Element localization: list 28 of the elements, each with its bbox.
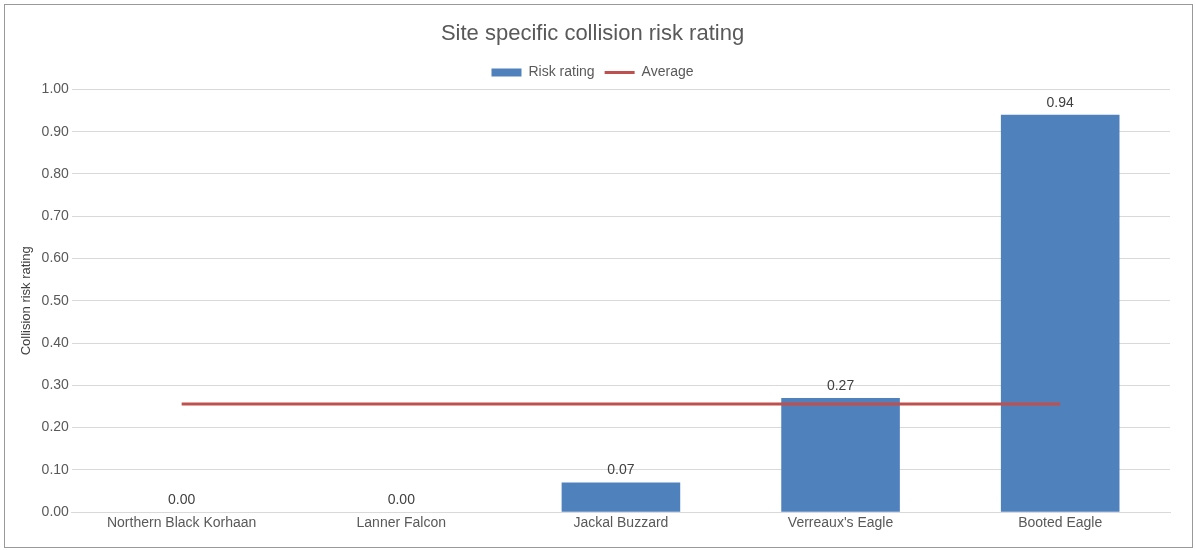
data-label: 0.00 xyxy=(387,491,416,508)
data-label: 0.00 xyxy=(168,491,196,508)
y-tick-label: 0.80 xyxy=(41,164,70,181)
x-tick-label: Booted Eagle xyxy=(1018,514,1103,531)
y-axis-title: Collision risk rating xyxy=(18,246,34,356)
x-tick-label: Jackal Buzzard xyxy=(573,514,669,531)
x-tick-label: Lanner Falcon xyxy=(356,514,447,531)
data-label: 0.27 xyxy=(826,376,855,393)
x-tick-label: Northern Black Korhaan xyxy=(106,514,257,531)
y-tick-label: 0.10 xyxy=(41,460,70,477)
y-tick-label: 0.40 xyxy=(41,333,70,350)
chart-title: Site specific collision risk rating xyxy=(440,20,745,46)
y-tick-label: 0.00 xyxy=(41,503,70,520)
y-tick-label: 0.70 xyxy=(41,207,70,224)
y-tick-label: 0.20 xyxy=(41,418,70,435)
bar xyxy=(1000,114,1120,512)
data-label: 0.94 xyxy=(1046,93,1075,110)
y-tick-label: 1.00 xyxy=(41,80,70,97)
y-tick-label: 0.50 xyxy=(41,291,70,308)
legend-label: Risk rating xyxy=(528,63,595,80)
y-tick-label: 0.60 xyxy=(41,249,70,266)
y-tick-label: 0.90 xyxy=(41,122,70,139)
data-label: 0.07 xyxy=(607,461,635,478)
bar xyxy=(781,398,900,512)
legend-label: Average xyxy=(641,63,694,80)
x-tick-label: Verreaux's Eagle xyxy=(787,514,894,531)
y-tick-label: 0.30 xyxy=(41,376,70,393)
bar xyxy=(561,482,681,512)
